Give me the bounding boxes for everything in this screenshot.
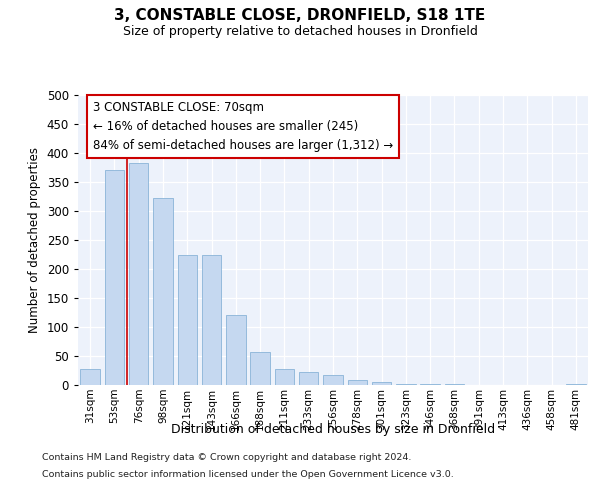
Bar	[275, 369, 294, 385]
Bar	[323, 374, 343, 385]
Y-axis label: Number of detached properties: Number of detached properties	[28, 147, 41, 333]
Bar	[299, 372, 319, 385]
Text: Size of property relative to detached houses in Dronfield: Size of property relative to detached ho…	[122, 25, 478, 38]
Bar	[372, 382, 391, 385]
Bar	[421, 384, 440, 385]
Bar	[153, 198, 173, 385]
Text: 3 CONSTABLE CLOSE: 70sqm
← 16% of detached houses are smaller (245)
84% of semi-: 3 CONSTABLE CLOSE: 70sqm ← 16% of detach…	[94, 101, 394, 152]
Bar	[80, 369, 100, 385]
Bar	[445, 384, 464, 385]
Bar	[347, 380, 367, 385]
Text: Contains HM Land Registry data © Crown copyright and database right 2024.: Contains HM Land Registry data © Crown c…	[42, 452, 412, 462]
Text: Distribution of detached houses by size in Dronfield: Distribution of detached houses by size …	[171, 422, 495, 436]
Text: 3, CONSTABLE CLOSE, DRONFIELD, S18 1TE: 3, CONSTABLE CLOSE, DRONFIELD, S18 1TE	[115, 8, 485, 24]
Bar	[202, 254, 221, 385]
Bar	[129, 163, 148, 385]
Bar	[250, 352, 270, 385]
Bar	[396, 384, 416, 385]
Bar	[178, 254, 197, 385]
Text: Contains public sector information licensed under the Open Government Licence v3: Contains public sector information licen…	[42, 470, 454, 479]
Bar	[105, 170, 124, 385]
Bar	[226, 316, 245, 385]
Bar	[566, 384, 586, 385]
